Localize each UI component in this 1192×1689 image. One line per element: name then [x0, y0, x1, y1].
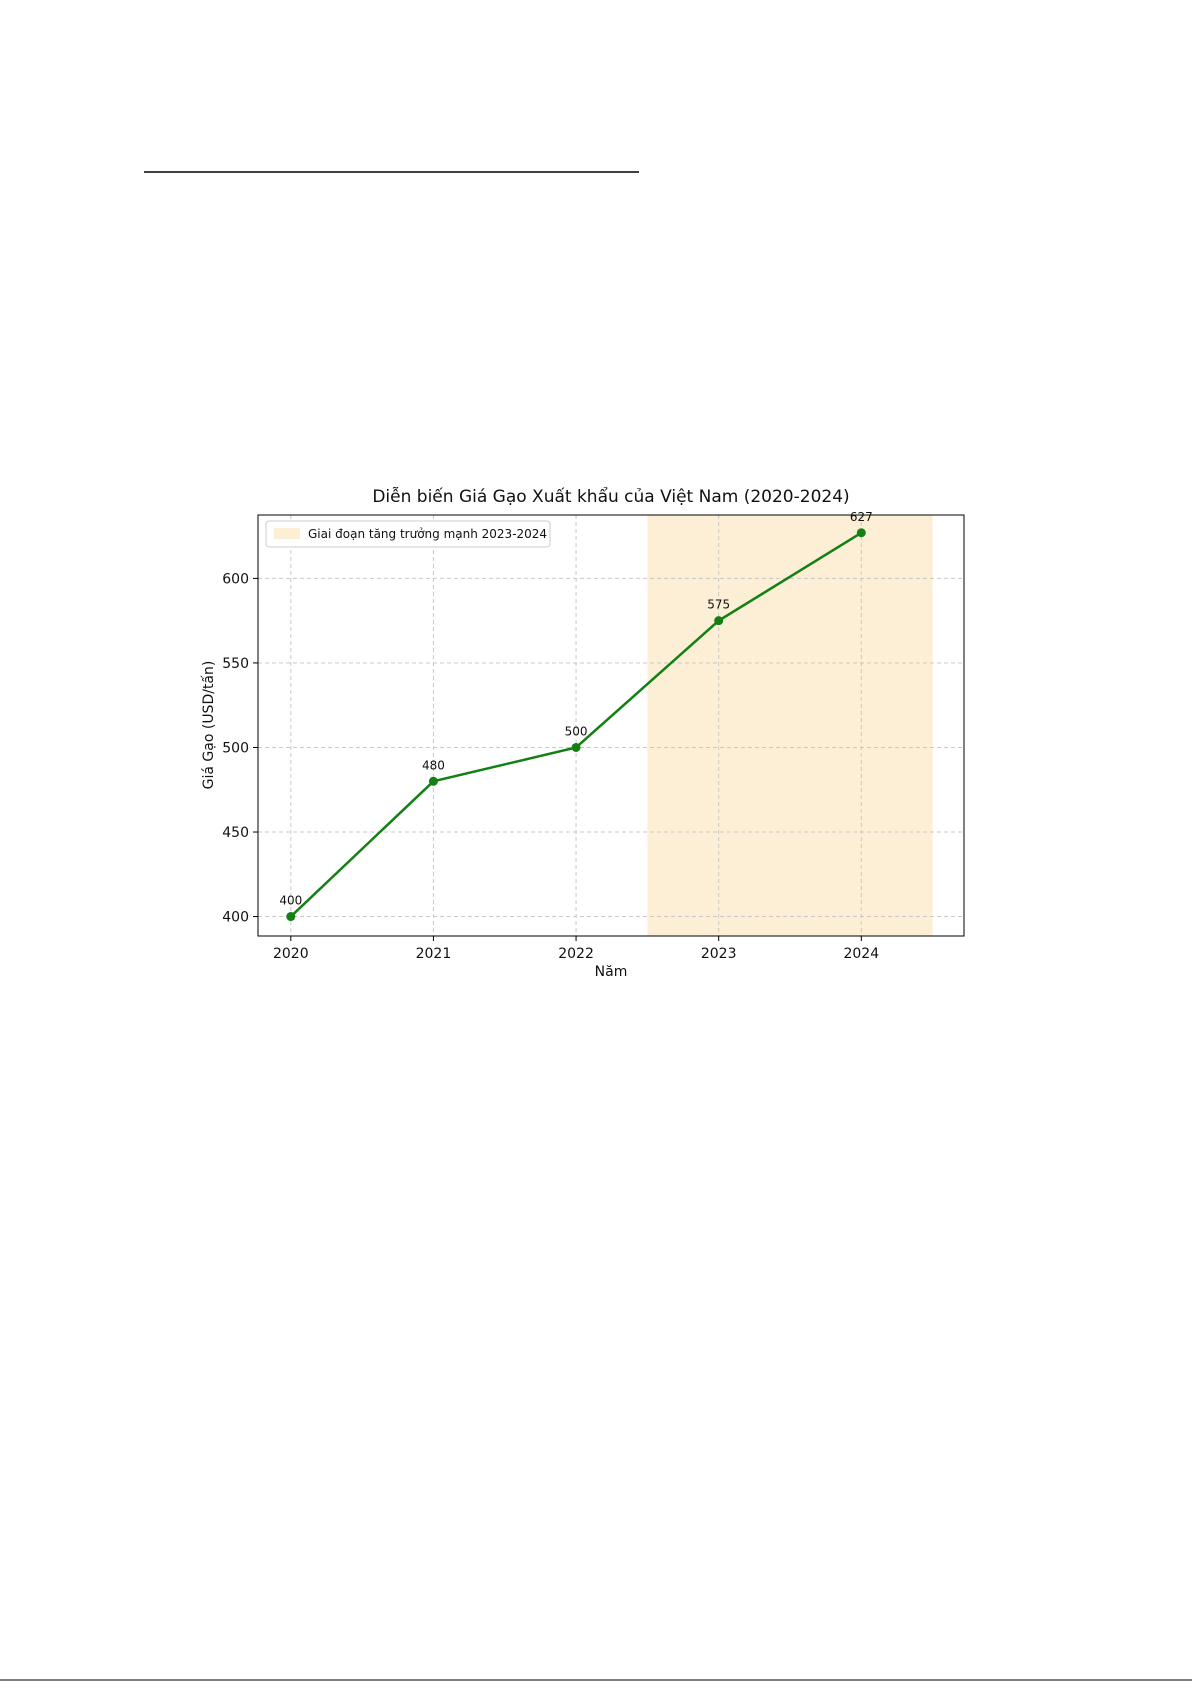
x-tick-label: 2022: [558, 946, 594, 962]
chart-title: Diễn biến Giá Gạo Xuất khẩu của Việt Nam…: [372, 486, 849, 507]
y-tick-label: 500: [222, 740, 249, 756]
data-label: 500: [565, 724, 588, 738]
point: [428, 776, 438, 786]
legend-swatch: [274, 528, 300, 539]
y-tick-label: 450: [222, 825, 249, 841]
data-label: 480: [422, 758, 445, 772]
point: [286, 912, 296, 922]
point: [714, 616, 724, 626]
y-axis-label: Giá Gạo (USD/tấn): [201, 661, 217, 790]
y-tick-label: 600: [222, 571, 249, 587]
data-label: 400: [279, 894, 302, 908]
data-label: 575: [707, 598, 730, 612]
highlight-span: [647, 515, 933, 936]
legend-box: [265, 520, 551, 548]
x-tick-label: 2021: [416, 946, 452, 962]
plot-frame: [257, 514, 965, 937]
x-tick-label: 2023: [701, 946, 737, 962]
y-tick-label: 400: [222, 910, 249, 926]
data-label: 627: [850, 510, 873, 524]
point: [856, 528, 866, 538]
point: [571, 742, 581, 752]
y-tick-label: 550: [222, 656, 249, 672]
x-axis-label: Năm: [595, 964, 628, 980]
x-tick-label: 2020: [273, 946, 309, 962]
legend-label: Giai đoạn tăng trưởng mạnh 2023-2024: [308, 527, 547, 541]
x-tick-label: 2024: [843, 946, 879, 962]
